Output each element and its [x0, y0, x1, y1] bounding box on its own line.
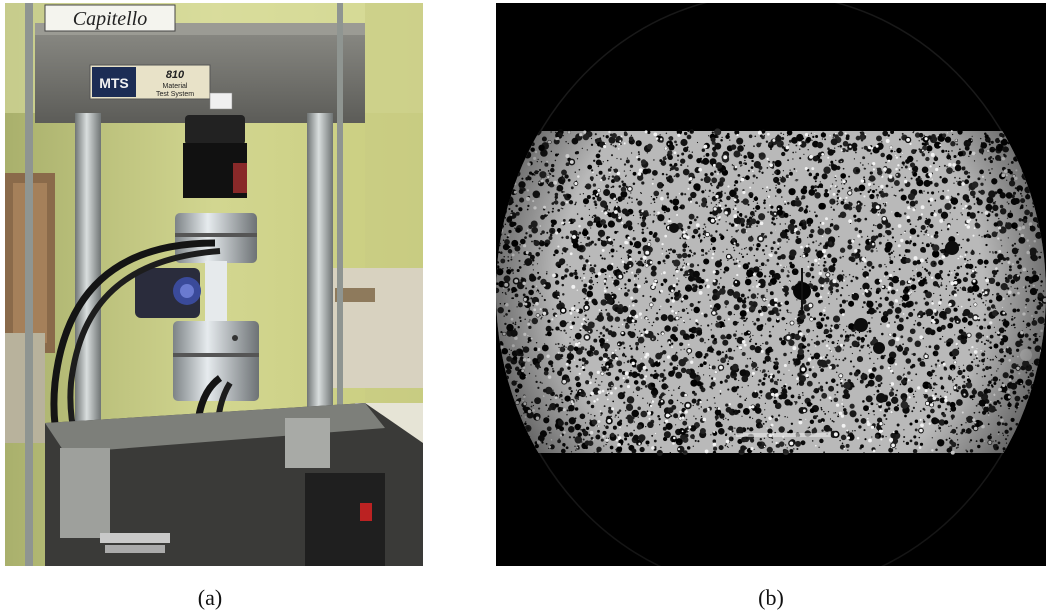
- right-actuator-mount: [285, 418, 330, 468]
- speckle-illustration: [496, 3, 1046, 566]
- plate-model-text: 810: [166, 69, 185, 81]
- plate-line1-text: Material: [163, 83, 188, 90]
- sign-text: Capitello: [73, 8, 147, 30]
- plate-line2-text: Test System: [156, 91, 194, 98]
- speckle-pattern-image: [496, 3, 1046, 566]
- photo-test-machine: Capitello MTS 810 Material Test System: [5, 3, 423, 566]
- caption-a: (a): [197, 585, 223, 610]
- control-box: [305, 473, 385, 566]
- support-rod-right: [337, 3, 343, 566]
- specimen: [205, 261, 227, 323]
- support-rod-left: [25, 3, 33, 566]
- lower-grip: [173, 321, 259, 401]
- mts-logo-text: MTS: [99, 75, 129, 91]
- capitello-sign: [44, 4, 176, 32]
- caption-b: (b): [758, 585, 784, 610]
- left-actuator-mount: [60, 448, 110, 538]
- test-machine-illustration: Capitello MTS 810 Material Test System: [5, 3, 423, 566]
- load-cell-ring: [185, 115, 245, 145]
- upper-grip: [175, 213, 257, 263]
